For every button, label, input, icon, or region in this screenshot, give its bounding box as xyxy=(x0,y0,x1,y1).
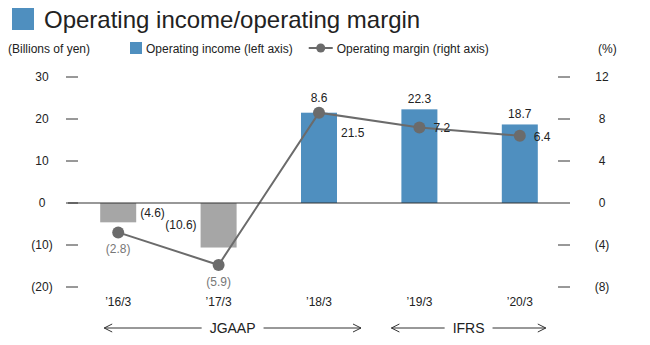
y2-axis-label: (%) xyxy=(598,42,617,56)
data-label: (10.6) xyxy=(165,218,196,232)
bar xyxy=(100,203,136,222)
bar xyxy=(301,113,337,203)
marker xyxy=(112,226,124,238)
marker xyxy=(413,121,425,133)
data-label: 6.4 xyxy=(534,130,551,144)
y2-tick-label: 12 xyxy=(595,70,609,84)
chart: Operating income/operating margin (Billio… xyxy=(0,0,650,345)
data-label: 22.3 xyxy=(408,92,432,106)
y2-tick-label: 0 xyxy=(599,196,606,210)
legend-swatch xyxy=(130,42,142,54)
y2-tick xyxy=(558,77,570,78)
data-label: (4.6) xyxy=(140,206,165,220)
x-tick-label: ’18/3 xyxy=(306,295,332,309)
annotation-arrowhead xyxy=(353,324,361,332)
y-tick-label: (10) xyxy=(31,238,52,252)
x-tick-label: ’19/3 xyxy=(406,295,432,309)
x-tick-label: ’17/3 xyxy=(206,295,232,309)
y2-tick xyxy=(558,245,570,246)
marker xyxy=(213,259,225,271)
y-tick-label: (20) xyxy=(31,280,52,294)
title: Operating income/operating margin xyxy=(44,6,420,33)
annotation-arrowhead xyxy=(104,324,112,332)
annotation-arrow xyxy=(104,328,201,329)
y2-tick-label: 8 xyxy=(599,112,606,126)
y-tick xyxy=(66,119,78,120)
y2-tick-label: (4) xyxy=(595,238,610,252)
annotation: JGAAP xyxy=(210,320,256,336)
y-tick-label: 0 xyxy=(39,196,46,210)
bar xyxy=(401,109,437,203)
annotation-arrow xyxy=(391,328,444,329)
x-tick-label: ’20/3 xyxy=(507,295,533,309)
y2-tick xyxy=(558,119,570,120)
y-tick xyxy=(66,77,78,78)
bar xyxy=(502,124,538,203)
data-label: (2.8) xyxy=(106,242,131,256)
y2-tick xyxy=(558,287,570,288)
marker xyxy=(313,107,325,119)
line xyxy=(118,113,520,265)
legend-label: Operating income (left axis) xyxy=(146,42,293,56)
zero-line xyxy=(68,202,558,203)
data-label: 18.7 xyxy=(508,107,532,121)
y-tick xyxy=(66,161,78,162)
annotation-arrow xyxy=(493,328,546,329)
y2-tick-label: 4 xyxy=(599,154,606,168)
labels: (4.6)(10.6) 21.5 22.3 18.7 (2.8) (5.9) 8.6 7.2 6… xyxy=(106,91,551,289)
y2-tick xyxy=(558,203,570,204)
legend-label: Operating margin (right axis) xyxy=(337,42,489,56)
y-tick-label: 20 xyxy=(35,112,49,126)
y2-tick-label: (8) xyxy=(595,280,610,294)
y-axis-label: (Billions of yen) xyxy=(8,42,90,56)
annotation-arrowhead xyxy=(391,324,399,332)
title-icon xyxy=(12,8,34,30)
y-tick xyxy=(66,287,78,288)
y2-tick xyxy=(558,161,570,162)
x-tick-label: ’16/3 xyxy=(105,295,131,309)
annotation: IFRS xyxy=(453,320,485,336)
data-label: 21.5 xyxy=(341,126,365,140)
data-label: (5.9) xyxy=(206,275,231,289)
marker xyxy=(514,130,526,142)
y-tick-label: 10 xyxy=(35,154,49,168)
y-tick xyxy=(66,245,78,246)
y-tick-label: 30 xyxy=(35,70,49,84)
data-label: 8.6 xyxy=(311,91,328,105)
bar xyxy=(201,203,237,248)
annotation-arrow xyxy=(264,328,361,329)
plot-area xyxy=(100,107,538,271)
annotation-arrowhead xyxy=(538,324,546,332)
data-label: 7.2 xyxy=(433,121,450,135)
legend-swatch xyxy=(316,44,325,53)
